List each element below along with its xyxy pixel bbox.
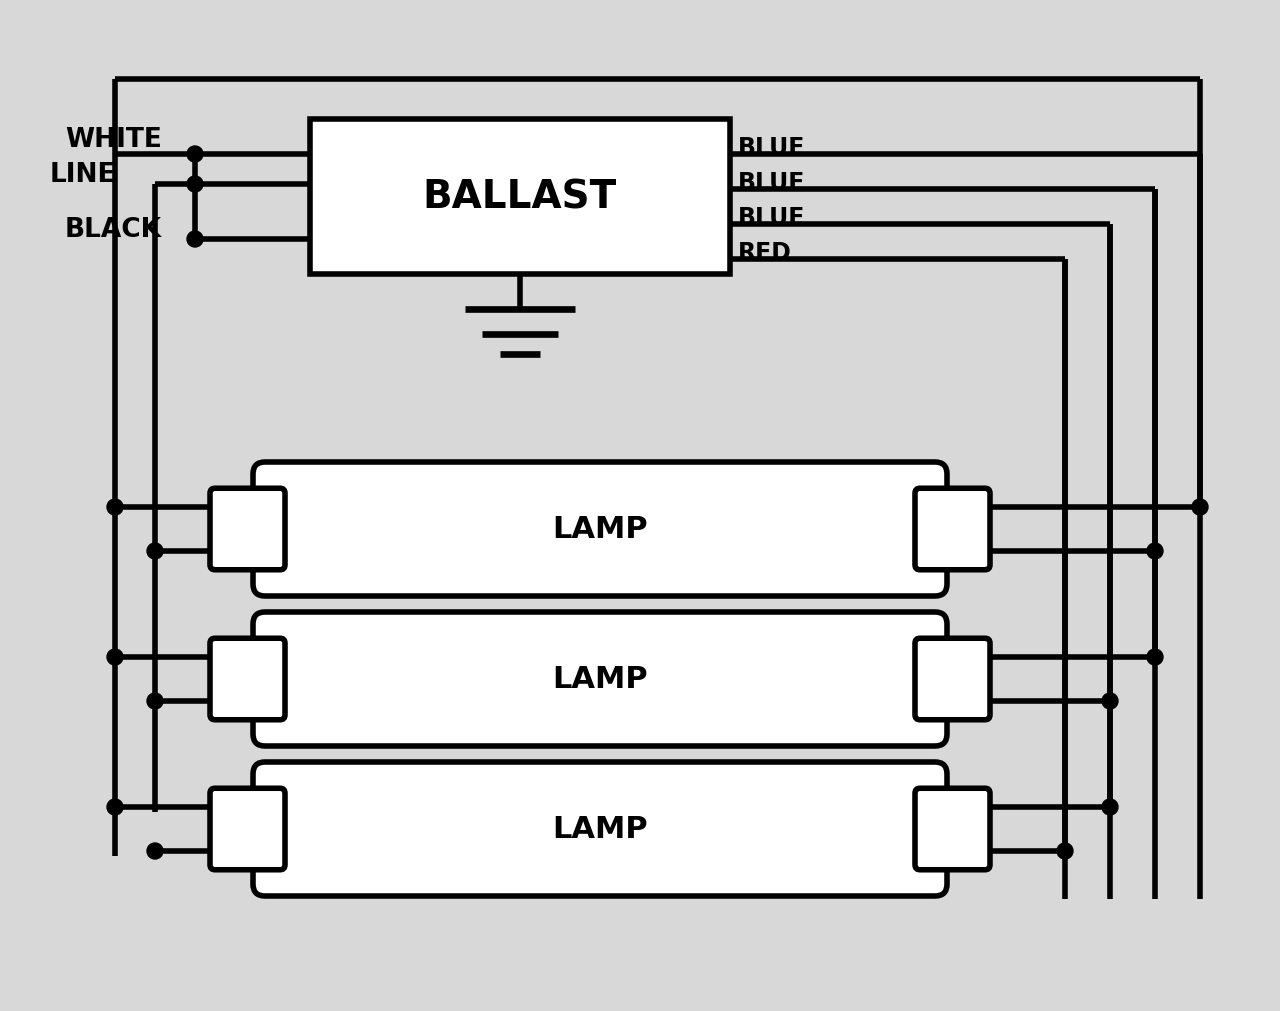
- Text: LINE: LINE: [50, 162, 116, 188]
- FancyBboxPatch shape: [253, 463, 947, 596]
- Circle shape: [108, 649, 123, 665]
- FancyBboxPatch shape: [915, 488, 989, 570]
- Text: BLUE: BLUE: [739, 206, 805, 229]
- Circle shape: [187, 147, 204, 163]
- FancyBboxPatch shape: [210, 488, 285, 570]
- Circle shape: [147, 694, 163, 710]
- Text: LAMP: LAMP: [552, 515, 648, 544]
- FancyBboxPatch shape: [915, 789, 989, 869]
- Circle shape: [108, 800, 123, 815]
- Circle shape: [1192, 499, 1208, 516]
- Text: LAMP: LAMP: [552, 815, 648, 843]
- Bar: [310, 120, 730, 275]
- Circle shape: [187, 177, 204, 193]
- Text: BLUE: BLUE: [739, 171, 805, 195]
- Circle shape: [147, 544, 163, 559]
- Text: BLACK: BLACK: [65, 216, 163, 243]
- Text: RED: RED: [739, 241, 792, 265]
- FancyBboxPatch shape: [210, 789, 285, 869]
- Circle shape: [1057, 843, 1073, 859]
- Text: WHITE: WHITE: [65, 126, 161, 153]
- Circle shape: [147, 843, 163, 859]
- FancyBboxPatch shape: [253, 613, 947, 746]
- FancyBboxPatch shape: [210, 639, 285, 720]
- Circle shape: [108, 499, 123, 516]
- FancyBboxPatch shape: [253, 762, 947, 896]
- Text: BALLAST: BALLAST: [422, 178, 617, 216]
- FancyBboxPatch shape: [915, 639, 989, 720]
- Text: BLUE: BLUE: [739, 135, 805, 160]
- Circle shape: [187, 232, 204, 248]
- Circle shape: [1102, 694, 1117, 710]
- Text: LAMP: LAMP: [552, 665, 648, 694]
- Circle shape: [1102, 800, 1117, 815]
- Circle shape: [1147, 544, 1164, 559]
- Circle shape: [1147, 649, 1164, 665]
